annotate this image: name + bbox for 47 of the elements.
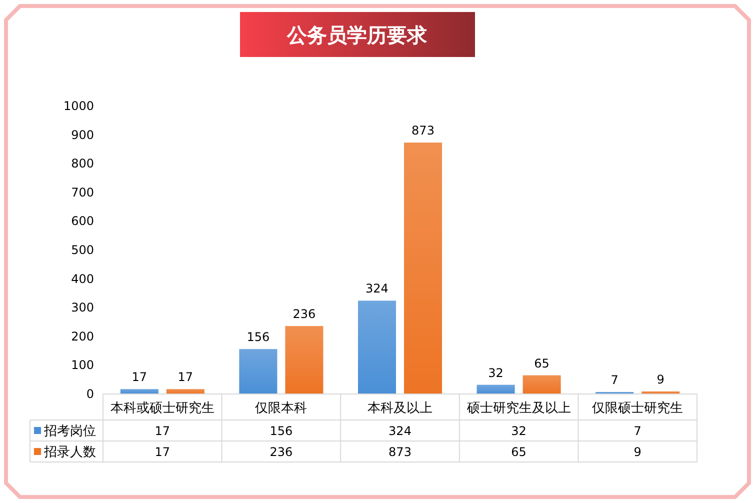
y-tick-label: 200 (71, 329, 94, 344)
annotation: 324 (366, 282, 388, 296)
bar (166, 389, 204, 394)
annotation: 7 (610, 372, 618, 387)
bar (285, 326, 324, 394)
bar (239, 349, 278, 394)
y-tick-label: 600 (71, 214, 94, 228)
y-tick-label: 900 (71, 128, 94, 142)
data-label: 17 (154, 424, 170, 438)
y-tick-label: 700 (71, 185, 94, 200)
data-label: 236 (270, 445, 293, 459)
bar (404, 142, 442, 394)
x-tick-label: 硕士研究生及以上 (466, 401, 571, 416)
legend-label: 招考岗位 (43, 424, 96, 439)
x-tick-label: 仅限硕士研究生 (592, 401, 684, 416)
bar (476, 384, 515, 394)
annotation: 17 (178, 370, 194, 384)
bar (522, 375, 561, 394)
bar (358, 300, 396, 394)
data-label: 7 (634, 424, 642, 438)
annotation: 17 (132, 370, 148, 384)
data-label: 156 (270, 424, 293, 438)
y-tick-label: 1000 (63, 99, 94, 113)
annotation: 236 (292, 307, 316, 322)
annotation: 65 (534, 356, 550, 370)
data-label: 32 (511, 424, 526, 438)
annotation: 9 (656, 372, 664, 386)
y-tick-label: 800 (71, 156, 94, 171)
y-tick-label: 100 (71, 358, 94, 372)
y-tick-label: 400 (71, 272, 94, 286)
data-label: 65 (511, 445, 526, 459)
x-tick-label: 本科及以上 (368, 401, 432, 416)
y-tick-label: 300 (71, 300, 94, 315)
chart-title: 公务员学历要求 (286, 23, 428, 47)
data-label: 9 (634, 445, 642, 459)
data-label: 873 (388, 445, 412, 459)
y-tick-label: 500 (71, 243, 94, 257)
y-tick-label: 0 (86, 387, 94, 401)
annotation: 873 (412, 124, 434, 138)
bar (120, 389, 158, 394)
x-tick-label: 仅限本科 (255, 401, 308, 416)
annotation: 156 (246, 330, 270, 344)
annotation: 32 (488, 366, 504, 380)
legend-label: 招录人数 (43, 445, 96, 460)
x-tick-label: 本科或硕士研究生 (110, 401, 214, 416)
data-label: 17 (154, 445, 170, 459)
data-label: 324 (388, 424, 412, 438)
